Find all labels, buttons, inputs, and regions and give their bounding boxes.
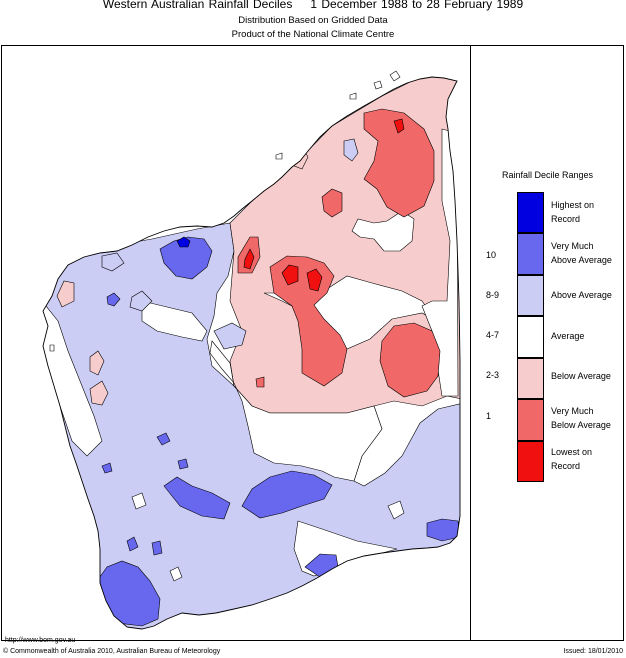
legend-swatch-below — [517, 358, 544, 399]
title-region: Western Australian Rainfall Deciles — [102, 0, 293, 11]
legend-label-above: Above Average — [551, 290, 612, 300]
region-lowest-kimberley — [393, 118, 405, 134]
region-below-average-coast-1 — [56, 280, 75, 308]
region-average-west-strip — [209, 340, 383, 482]
legend-label-highest: Highest on Record — [551, 200, 595, 224]
legend-label-below: Below Average — [551, 371, 611, 381]
region-below-average-coast-3 — [89, 350, 105, 376]
legend-title: Rainfall Decile Ranges — [501, 170, 594, 180]
region-very-much-above-wheatbelt — [163, 476, 231, 520]
region-average-small-1 — [131, 492, 147, 510]
legend-label-very-much-above: Very Much Above Average — [551, 241, 612, 265]
legend-code-10: 10 — [486, 250, 497, 260]
legend-swatch-very-much-below — [517, 399, 544, 441]
region-average-small-2 — [387, 500, 405, 520]
wa-islands — [49, 70, 401, 352]
region-very-much-above-small-2 — [101, 462, 113, 474]
legend-code-2-3: 2-3 — [486, 370, 500, 380]
region-very-much-below-east — [379, 322, 441, 398]
region-average-east — [421, 128, 459, 397]
region-very-much-below-small — [255, 376, 265, 388]
legend-panel: Rainfall Decile Ranges Highest on Record … — [471, 45, 624, 641]
map-title: Western Australian Rainfall Deciles 1 Dec… — [0, 0, 626, 11]
legend-swatch-lowest — [517, 441, 544, 482]
footer-copyright: © Commonwealth of Australia 2010, Austra… — [3, 648, 221, 655]
legend-label-very-much-below: Very Much Below Average — [551, 406, 611, 430]
region-average-north-east — [351, 210, 415, 252]
region-above-average-nw — [129, 290, 153, 312]
region-very-much-below-north — [321, 188, 343, 218]
legend-code-1: 1 — [486, 411, 492, 421]
region-lowest-northwest — [243, 248, 255, 270]
legend-swatch-average — [517, 316, 544, 358]
legend-code-4-7: 4-7 — [486, 330, 500, 340]
title-period: 1 December 1988 to 28 February 1989 — [310, 0, 524, 11]
region-very-much-above-small-4 — [156, 432, 189, 470]
region-highest-on-record — [176, 236, 191, 248]
region-very-much-below-central — [269, 255, 348, 387]
region-above-average-north — [343, 138, 359, 162]
region-average-central-west — [141, 300, 208, 342]
region-lowest-central — [281, 264, 323, 292]
footer-url[interactable]: http://www.bom.gov.au — [5, 637, 76, 644]
region-below-average-coast-2 — [89, 380, 109, 406]
legend-swatch-very-much-above — [517, 233, 544, 275]
footer-issued: Issued: 18/01/2010 — [563, 648, 623, 655]
region-above-average-central — [213, 322, 247, 350]
legend-code-8-9: 8-9 — [486, 290, 500, 300]
western-australia-map — [42, 70, 461, 630]
legend-swatch-above — [517, 275, 544, 316]
region-very-much-above-small-1 — [106, 292, 121, 307]
subtitle-product: Product of the National Climate Centre — [231, 29, 395, 40]
region-average-small-3 — [169, 566, 183, 582]
region-above-average-north-coast — [101, 252, 125, 272]
region-very-much-above-southeast — [426, 518, 460, 542]
subtitle-distribution: Distribution Based on Gridded Data — [238, 15, 388, 26]
decile-fields — [43, 77, 460, 629]
legend-label-average: Average — [551, 331, 585, 341]
map-panel — [1, 45, 471, 641]
region-very-much-above-goldfields — [241, 470, 333, 519]
legend-swatch-highest — [517, 192, 544, 233]
legend-label-lowest: Lowest on Record — [551, 447, 593, 471]
region-very-much-below-kimberley — [363, 108, 435, 218]
region-very-much-above-small-3 — [126, 536, 163, 556]
